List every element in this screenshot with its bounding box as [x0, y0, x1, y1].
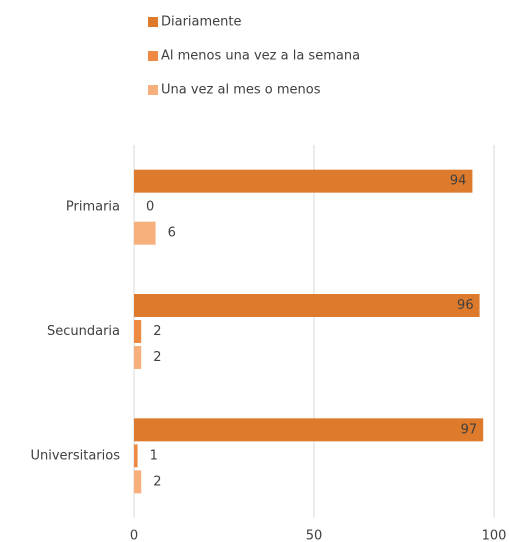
data-label: 2	[153, 350, 161, 365]
bar	[134, 418, 484, 442]
bar	[134, 320, 142, 343]
data-label: 94	[450, 174, 467, 189]
legend-swatch	[148, 85, 158, 95]
bar	[134, 169, 473, 193]
bar	[134, 294, 480, 317]
data-label: 2	[153, 474, 161, 489]
data-label: 0	[146, 200, 154, 215]
legend-label: Una vez al mes o menos	[161, 83, 321, 98]
bar	[134, 221, 156, 245]
legend-swatch	[148, 17, 158, 27]
data-label: 97	[461, 422, 478, 437]
bar	[134, 346, 142, 369]
x-tick-label: 50	[306, 529, 323, 542]
data-label: 6	[168, 226, 176, 241]
data-label: 96	[457, 298, 474, 313]
x-tick-label: 0	[130, 529, 138, 542]
legend-label: Diariamente	[161, 15, 242, 30]
data-label: 2	[153, 324, 161, 339]
bar	[134, 470, 142, 494]
x-tick-label: 100	[482, 529, 507, 542]
y-tick-label: Secundaria	[47, 324, 120, 339]
legend-label: Al menos una vez a la semana	[161, 49, 360, 64]
y-tick-label: Primaria	[66, 200, 120, 215]
bar	[134, 444, 138, 468]
data-label: 1	[150, 448, 158, 463]
y-tick-label: Universitarios	[30, 448, 120, 463]
legend-swatch	[148, 51, 158, 61]
